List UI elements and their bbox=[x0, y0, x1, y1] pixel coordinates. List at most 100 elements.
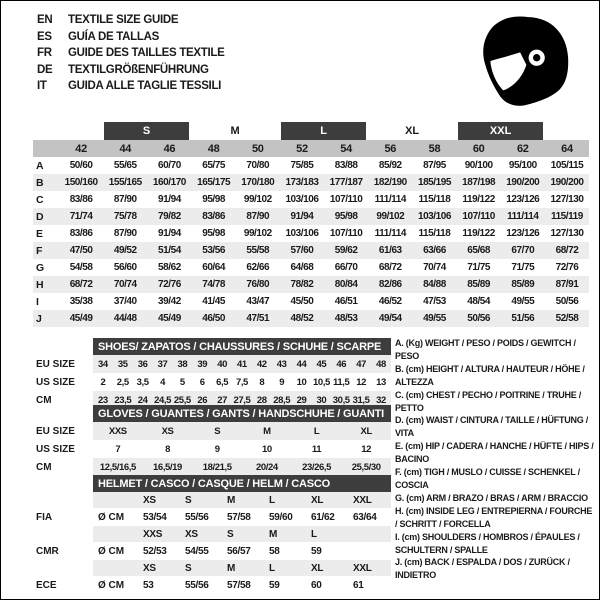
diameter-unit-label: Ø CM bbox=[98, 579, 125, 591]
size-value-cell: 16,5/19 bbox=[153, 461, 182, 473]
language-title: TEXTILGRÖßENFÜHRUNG bbox=[68, 63, 209, 76]
size-value-cell: 3,5 bbox=[136, 376, 149, 388]
language-title: GUIDA ALLE TAGLIE TESSILI bbox=[68, 80, 222, 93]
size-value-cell: 55/58 bbox=[246, 245, 270, 256]
standard-label: ECE bbox=[36, 579, 57, 591]
size-value-cell: L bbox=[313, 425, 320, 437]
size-value-cell: 7 bbox=[115, 443, 121, 455]
size-group-spacer bbox=[33, 122, 101, 140]
size-value-cell: 25,5/30 bbox=[351, 461, 381, 473]
size-letter-header-row: S M L XL XXL bbox=[33, 122, 589, 140]
helmet-size-header: L bbox=[269, 494, 275, 506]
size-value-cell: 35/38 bbox=[69, 296, 93, 307]
row-values: 23 23,5 24 24,5 25,5 26 27 27,5 28 28,5 29 30 30,5 31… bbox=[93, 391, 391, 409]
size-value-cell: 53/56 bbox=[202, 245, 225, 256]
helmet-size-table: HELMET / CASCO / CASQUE / HELM / CASCO X… bbox=[33, 475, 391, 594]
shoes-row: EU SIZE 34 35 36 37 38 39 40 41 42 43 44 45 46 47 48 bbox=[33, 355, 391, 373]
row-values: Ø CM 53/54 55/56 57/58 59/60 61/62 63/64 bbox=[93, 508, 391, 526]
size-value-cell: 24 bbox=[137, 394, 148, 406]
size-value-cell: 72/76 bbox=[158, 279, 181, 290]
helmet-size-header: L bbox=[269, 562, 275, 574]
size-value-cell: 9 bbox=[214, 443, 220, 455]
size-value-cell: 10 bbox=[296, 376, 307, 388]
size-value-cell: 58 bbox=[269, 545, 280, 557]
row-label: CM bbox=[36, 461, 52, 473]
size-value-cell: 65/68 bbox=[467, 245, 491, 256]
helmet-standard-row-fia: FIA Ø CM 53/54 55/56 57/58 59/60 61/62 63/64 bbox=[33, 508, 391, 526]
size-value-cell: 85/92 bbox=[378, 160, 402, 171]
size-value-cell: 46/51 bbox=[334, 296, 358, 307]
size-value-cell: 54/58 bbox=[69, 262, 93, 273]
size-value-cell: 87/90 bbox=[113, 228, 137, 239]
size-value-cell: 41 bbox=[237, 358, 247, 370]
size-column-header: 46 bbox=[163, 142, 176, 155]
size-value-cell: 51/54 bbox=[158, 245, 181, 256]
size-value-cell: 105/115 bbox=[550, 160, 584, 171]
row-letter-label: I bbox=[36, 295, 39, 308]
row-values: XS S M L XL XXL bbox=[93, 560, 391, 576]
size-value-cell: 177/187 bbox=[329, 177, 363, 188]
size-value-cell: 84/88 bbox=[423, 279, 446, 290]
size-value-cell: 61/62 bbox=[311, 511, 335, 523]
size-value-cell: 45/49 bbox=[158, 313, 181, 324]
size-value-cell: 76/80 bbox=[246, 279, 270, 290]
size-value-cell: 28,5 bbox=[273, 394, 291, 406]
measurement-row-i: I 35/38 37/40 39/42 41/45 43/47 45/50 46/51 46/5… bbox=[33, 293, 589, 310]
legend-item: A. (Kg) WEIGHT / PESO / POIDS / GEWITCH … bbox=[395, 338, 576, 361]
size-value-cell: 35 bbox=[117, 358, 128, 370]
size-value-cell: 107/110 bbox=[462, 211, 495, 222]
size-value-cell: 111/114 bbox=[507, 211, 539, 222]
gloves-table-title: GLOVES / GUANTES / GANTS / HANDSCHUHE / … bbox=[93, 405, 391, 422]
measurement-row-h: H 68/72 70/74 72/76 74/78 76/80 78/82 80/84 82/8… bbox=[33, 276, 589, 293]
size-value-cell: 80/84 bbox=[334, 279, 358, 290]
helmet-size-header: XS bbox=[185, 528, 198, 540]
size-value-cell: 47/50 bbox=[69, 245, 93, 256]
shoes-size-table: SHOES/ ZAPATOS / CHAUSSURES / SCHUHE / S… bbox=[33, 338, 391, 409]
size-value-cell: 43 bbox=[276, 358, 287, 370]
row-values: XXS XS S M L bbox=[93, 526, 391, 542]
size-group-bar-l: L bbox=[280, 122, 367, 140]
legend-item: J. (cm) BACK / ESPALDA / DOS / ZURÜCK / … bbox=[395, 557, 570, 581]
size-value-cell: 165/175 bbox=[197, 177, 231, 188]
size-value-cell: 2,5 bbox=[116, 376, 129, 388]
size-value-cell: 48/54 bbox=[467, 296, 491, 307]
size-value-cell: 42 bbox=[256, 358, 267, 370]
numeric-size-header-row: 42 44 46 48 50 52 54 56 58 60 62 64 bbox=[33, 140, 589, 157]
size-value-cell: 127/130 bbox=[550, 228, 584, 239]
helmet-size-header: XL bbox=[311, 494, 324, 506]
row-letter-label: J bbox=[36, 312, 42, 325]
size-value-cell: 10,5 bbox=[312, 376, 330, 388]
size-value-cell: 82/86 bbox=[378, 279, 402, 290]
size-value-cell: 70/74 bbox=[423, 262, 446, 273]
size-value-cell: 23,5 bbox=[114, 394, 132, 406]
size-value-cell: 11 bbox=[311, 443, 322, 455]
size-value-cell: 48/52 bbox=[290, 313, 314, 324]
size-value-cell: 83/86 bbox=[202, 211, 225, 222]
size-value-cell: 58/62 bbox=[158, 262, 181, 273]
size-value-cell: 48 bbox=[376, 358, 386, 370]
size-value-cell: 59 bbox=[269, 579, 280, 591]
helmet-size-header: XXL bbox=[353, 562, 372, 574]
row-values: 7 8 9 10 11 12 bbox=[93, 440, 391, 458]
size-value-cell: 47/51 bbox=[246, 313, 270, 324]
size-value-cell: XXS bbox=[108, 425, 127, 437]
size-value-cell: 8 bbox=[259, 376, 265, 388]
measurement-row-j: J 45/49 44/48 45/49 46/50 47/51 48/52 48/53 49/5… bbox=[33, 310, 589, 327]
helmet-size-header: S bbox=[185, 494, 192, 506]
size-value-cell: 87/91 bbox=[555, 279, 579, 290]
row-letter-label: E bbox=[36, 227, 44, 240]
size-value-cell: 13 bbox=[376, 376, 386, 388]
size-value-cell: 150/160 bbox=[64, 177, 98, 188]
language-row: ES GUÍA DE TALLAS bbox=[37, 29, 225, 46]
size-value-cell: 74/78 bbox=[202, 279, 225, 290]
size-value-cell: 50/56 bbox=[555, 296, 579, 307]
helmet-table-title: HELMET / CASCO / CASQUE / HELM / CASCO bbox=[93, 475, 391, 492]
size-value-cell: 51/56 bbox=[511, 313, 535, 324]
legend-item: I. (cm) SHOULDERS / HOMBROS / ÉPAULES / … bbox=[395, 531, 580, 555]
size-value-cell: 68/72 bbox=[555, 245, 579, 256]
size-value-cell: 30 bbox=[316, 394, 327, 406]
size-column-header: 42 bbox=[75, 142, 87, 155]
row-label: CM bbox=[36, 394, 52, 406]
language-code: FR bbox=[37, 47, 52, 60]
size-value-cell: 39 bbox=[197, 358, 208, 370]
